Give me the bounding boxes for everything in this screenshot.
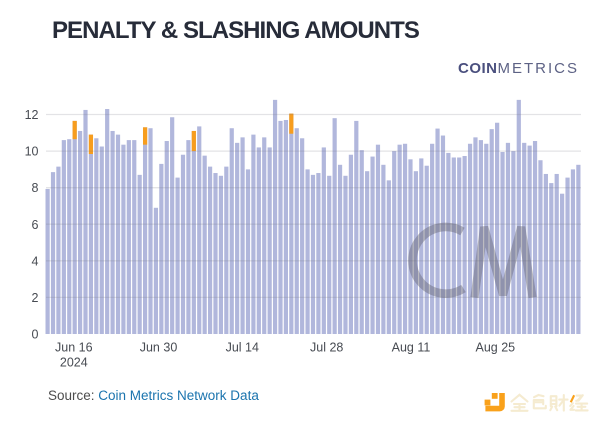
svg-text:10: 10 [25,145,39,159]
svg-text:2: 2 [32,291,39,305]
svg-text:Aug 25: Aug 25 [475,341,515,355]
svg-text:Aug 11: Aug 11 [392,341,431,355]
svg-text:Jul 14: Jul 14 [226,341,259,355]
svg-text:Jun 16: Jun 16 [55,341,93,355]
svg-text:0: 0 [32,328,39,342]
svg-text:6: 6 [32,218,39,232]
svg-text:2024: 2024 [60,356,88,370]
svg-text:12: 12 [25,108,39,122]
svg-text:Jun 30: Jun 30 [140,341,178,355]
svg-text:Jul 28: Jul 28 [310,341,343,355]
svg-text:4: 4 [32,254,39,268]
svg-text:8: 8 [32,181,39,195]
